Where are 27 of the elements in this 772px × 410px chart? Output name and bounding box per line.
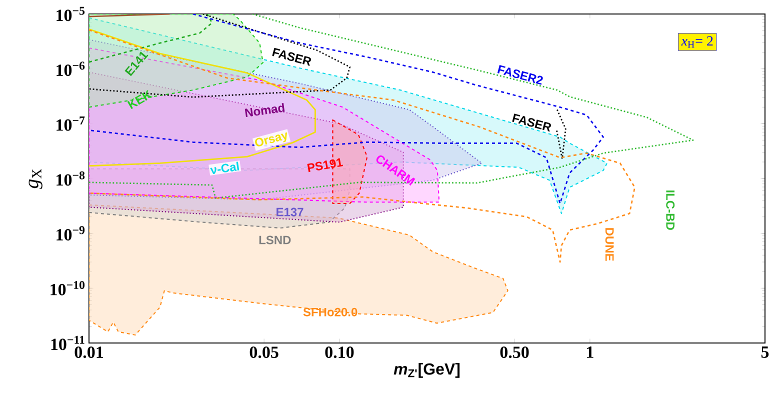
y-tick-label: 10$^{−5}$ bbox=[56, 6, 85, 22]
x-tick-label: 0.10 bbox=[325, 346, 354, 358]
y-tick-label: 10$^{−6}$ bbox=[56, 62, 85, 76]
x-tick-label: 1 bbox=[587, 346, 594, 358]
text: ILC-BD bbox=[666, 190, 675, 230]
y-tick-label: 10$^{−8}$ bbox=[56, 171, 85, 186]
text: KEK bbox=[127, 90, 153, 110]
text: FASER bbox=[512, 114, 551, 132]
series-label: SFHo20.0 bbox=[303, 308, 358, 316]
y-tick-label: 10$^{−7}$ bbox=[56, 116, 85, 131]
y-tick-label: 10$^{−10}$ bbox=[50, 280, 85, 296]
series-label: Nomad bbox=[244, 102, 285, 118]
y-axis-title: g$_{X}$ bbox=[28, 168, 42, 189]
y-tick-label: 10$^{−9}$ bbox=[56, 226, 85, 240]
x-tick-label: 0.05 bbox=[250, 346, 278, 358]
x-tick-label: 0.50 bbox=[500, 346, 529, 358]
annotation: x$_{H}$= 2 bbox=[681, 36, 713, 48]
series-label: LSND bbox=[259, 236, 291, 244]
text: PS191 bbox=[307, 158, 344, 172]
series-label: ν-Cal bbox=[210, 162, 240, 174]
text: FASER2 bbox=[497, 65, 543, 85]
text: FASER bbox=[272, 48, 312, 66]
x-axis-title: m$_{Z'}$[GeV] bbox=[394, 362, 460, 378]
series-label: E137 bbox=[276, 208, 304, 216]
text: Orsay bbox=[255, 132, 288, 146]
text: DUNE bbox=[605, 228, 614, 261]
x-tick-label: 5 bbox=[761, 346, 769, 358]
